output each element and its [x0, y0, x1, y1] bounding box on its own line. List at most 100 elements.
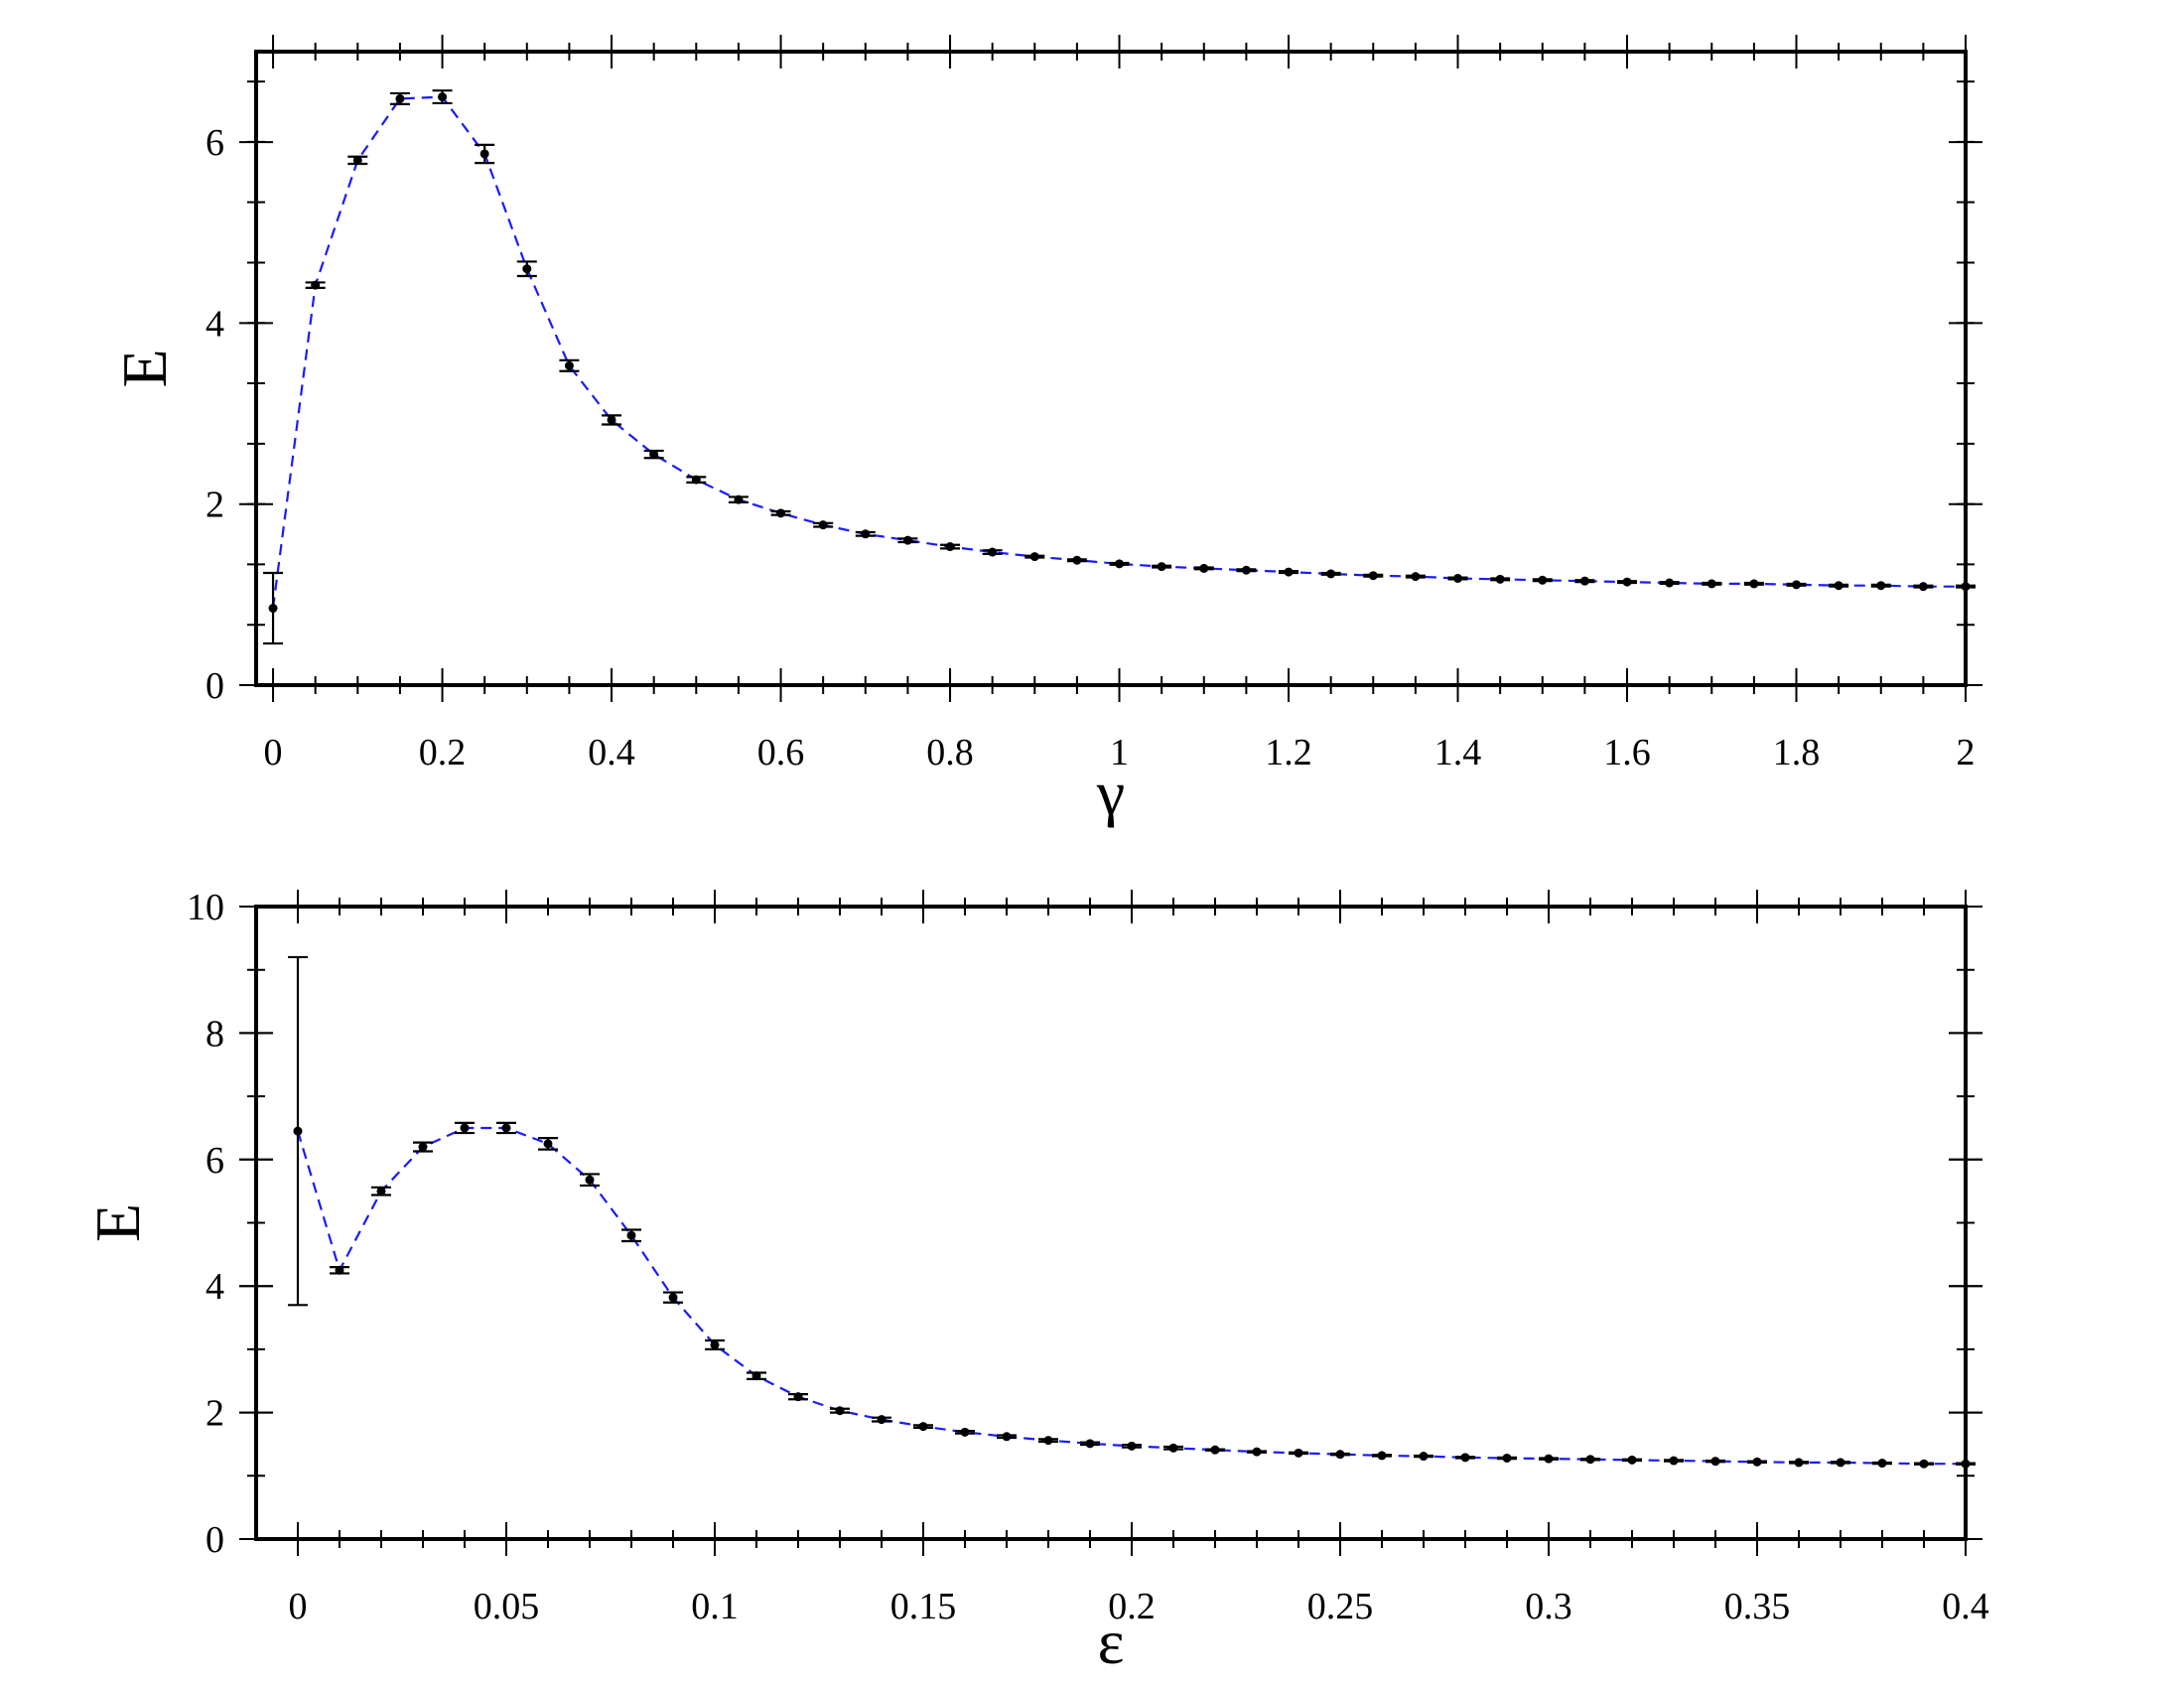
data-point	[1029, 552, 1039, 562]
data-point	[479, 149, 489, 159]
x-tick-label: 1.8	[1773, 732, 1821, 774]
x-tick-label: 0.4	[588, 732, 635, 774]
data-point	[776, 508, 786, 518]
y-tick-label: 6	[205, 1140, 224, 1182]
data-point	[1538, 575, 1548, 585]
data-point	[1706, 579, 1716, 589]
data-point	[1002, 1432, 1012, 1442]
y-tick-label: 0	[205, 1519, 224, 1561]
data-point	[460, 1123, 470, 1133]
data-point	[902, 535, 912, 545]
data-point	[376, 1187, 386, 1196]
series-line	[296, 1126, 1966, 1466]
x-tick-label: 0.2	[1108, 1586, 1156, 1627]
data-point	[1127, 1441, 1137, 1451]
data-point	[1043, 1436, 1053, 1446]
data-point	[1961, 1459, 1971, 1469]
data-point	[1794, 1458, 1804, 1468]
data-point	[1710, 1457, 1720, 1467]
data-point	[1377, 1451, 1387, 1461]
data-point	[438, 92, 448, 102]
y-axis-label: E	[109, 349, 180, 387]
data-point	[1368, 571, 1378, 581]
x-tick-label: 0.8	[926, 732, 974, 774]
y-axis-label: E	[82, 1203, 153, 1242]
y-tick-label: 6	[205, 122, 224, 164]
y-tick-label: 2	[205, 1393, 224, 1435]
data-point	[1919, 1459, 1929, 1469]
y-tick-label: 4	[205, 1266, 224, 1308]
x-tick-label: 0.3	[1525, 1586, 1572, 1627]
data-point	[501, 1123, 511, 1133]
x-tick-label: 1.4	[1434, 732, 1482, 774]
data-point	[1579, 576, 1589, 586]
data-point	[1453, 573, 1463, 583]
data-point	[1627, 1455, 1637, 1465]
data-point	[352, 155, 362, 165]
data-point	[1115, 559, 1125, 569]
data-point	[1876, 581, 1886, 591]
x-tick-label: 0.6	[757, 732, 805, 774]
x-tick-label: 0.2	[419, 732, 467, 774]
data-point	[818, 520, 828, 530]
plot-frame	[254, 50, 1968, 687]
data-point	[1252, 1447, 1262, 1457]
x-axis-label: γ	[1096, 758, 1125, 828]
data-point	[1669, 1456, 1679, 1466]
data-point	[1877, 1459, 1887, 1469]
data-point	[1326, 569, 1336, 579]
data-point	[710, 1339, 720, 1349]
data-point	[1749, 579, 1759, 589]
y-tick-label: 2	[205, 485, 224, 526]
data-point	[1419, 1452, 1429, 1462]
x-tick-label: 0.15	[890, 1586, 957, 1627]
y-tick-label: 10	[187, 887, 224, 928]
data-point	[1752, 1457, 1762, 1467]
data-point	[1460, 1453, 1470, 1463]
data-point	[1502, 1453, 1512, 1463]
data-point	[691, 475, 701, 485]
data-point	[626, 1230, 636, 1240]
x-tick-label: 0.35	[1724, 1586, 1791, 1627]
data-point	[1585, 1455, 1595, 1465]
x-tick-label: 0	[264, 732, 283, 774]
data-point	[1168, 1443, 1178, 1453]
x-tick-label: 1.6	[1603, 732, 1651, 774]
data-point	[1294, 1448, 1303, 1458]
data-point	[268, 604, 278, 614]
data-point	[1210, 1445, 1220, 1455]
bottom-panel-epsilon: 0 0.05 0.1 0.15 0.2 0.25 0.3 0.35 0.4 0 2 4 6 8 10 ε E	[82, 887, 1989, 1677]
x-tick-label: 0.05	[474, 1586, 540, 1627]
data-point	[1411, 572, 1421, 582]
data-point	[1335, 1450, 1345, 1460]
data-point	[335, 1265, 344, 1275]
x-tick-label: 1	[1110, 732, 1129, 774]
data-point	[418, 1142, 428, 1152]
data-point	[1072, 555, 1082, 565]
data-point	[1836, 1458, 1845, 1468]
data-point	[1834, 581, 1843, 591]
plot-frame	[254, 905, 1968, 1541]
data-point	[1284, 567, 1294, 577]
data-point	[585, 1175, 595, 1185]
data-point	[751, 1371, 761, 1381]
data-point	[877, 1415, 887, 1425]
series-line	[271, 95, 1966, 609]
data-point	[1961, 582, 1971, 592]
data-point	[649, 450, 659, 460]
data-point	[1495, 574, 1505, 584]
top-panel-gamma: 0 0.2 0.4 0.6 0.8 1 1.2 1.4 1.6 1.8 2 0 2 4 6 γ E	[109, 35, 1982, 828]
data-point	[564, 360, 574, 370]
data-point	[522, 264, 532, 274]
data-point	[1199, 563, 1209, 573]
data-point	[1241, 565, 1251, 575]
data-point	[918, 1422, 928, 1432]
data-point	[293, 1126, 303, 1136]
data-point	[861, 529, 871, 539]
x-tick-label: 0.25	[1307, 1586, 1374, 1627]
data-point	[1544, 1454, 1554, 1464]
y-tick-label: 0	[205, 665, 224, 707]
data-point	[945, 542, 955, 552]
data-point	[1085, 1439, 1095, 1449]
